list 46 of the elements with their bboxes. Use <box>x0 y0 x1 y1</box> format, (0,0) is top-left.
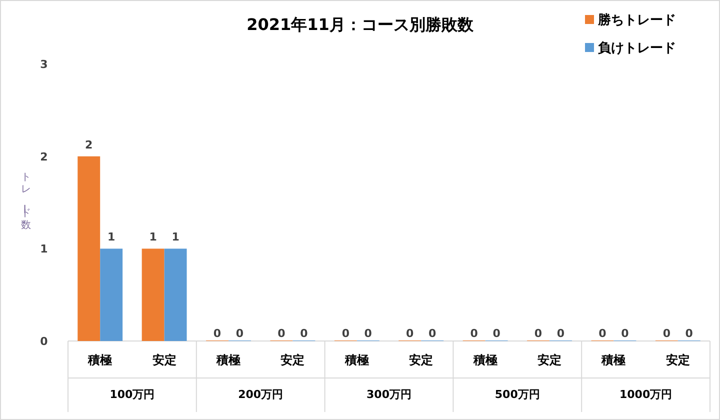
y-tick-label: 0 <box>40 335 48 348</box>
x-tick-label: 積極 <box>600 353 626 367</box>
x-tick-label: 安定 <box>538 353 562 367</box>
x-tick-label: 積極 <box>87 353 112 367</box>
text: 300万円 <box>366 388 412 401</box>
bar <box>100 248 123 341</box>
bar <box>164 248 187 341</box>
data-label: 2 <box>85 138 93 152</box>
x-tick-label: 安定 <box>280 353 305 367</box>
x-tick-label: 安定 <box>409 353 434 367</box>
data-label: 0 <box>213 327 222 340</box>
legend-label: 勝ちトレード <box>597 13 676 28</box>
data-label: 1 <box>149 230 157 244</box>
text: 200万円 <box>238 388 284 401</box>
data-label: 0 <box>342 327 350 340</box>
data-label: 0 <box>470 327 478 340</box>
x-tick-label: 安定 <box>666 353 690 367</box>
text: 1000万円 <box>619 388 672 401</box>
x-tick-label: 積極 <box>216 353 240 367</box>
data-label: 0 <box>428 327 437 340</box>
y-tick-label: 1 <box>40 242 48 256</box>
data-label: 0 <box>556 327 565 340</box>
bar <box>78 156 100 341</box>
chart-title: 2021年11月：コース別勝敗数 <box>246 15 474 34</box>
text: 100万円 <box>110 388 155 401</box>
data-label: 0 <box>236 327 244 340</box>
data-label: 0 <box>364 327 372 340</box>
y-tick-label: 3 <box>40 58 48 71</box>
data-label: 1 <box>108 230 116 244</box>
text: 500万円 <box>494 388 540 401</box>
data-label: 0 <box>406 327 414 340</box>
y-tick-label: 2 <box>40 150 48 164</box>
x-tick-label: 積極 <box>472 353 498 367</box>
data-label: 0 <box>278 327 286 340</box>
legend-label: 負けトレード <box>598 41 676 56</box>
x-tick-label: 安定 <box>152 353 176 367</box>
data-label: 0 <box>685 327 694 340</box>
x-tick-label: 積極 <box>344 353 369 367</box>
data-label: 0 <box>300 327 308 340</box>
bar <box>142 248 164 341</box>
data-label: 0 <box>492 327 501 340</box>
data-label: 0 <box>662 327 671 340</box>
data-label: 0 <box>534 327 542 340</box>
data-label: 0 <box>621 327 630 340</box>
data-label: 1 <box>172 230 180 244</box>
data-label: 0 <box>598 327 607 340</box>
